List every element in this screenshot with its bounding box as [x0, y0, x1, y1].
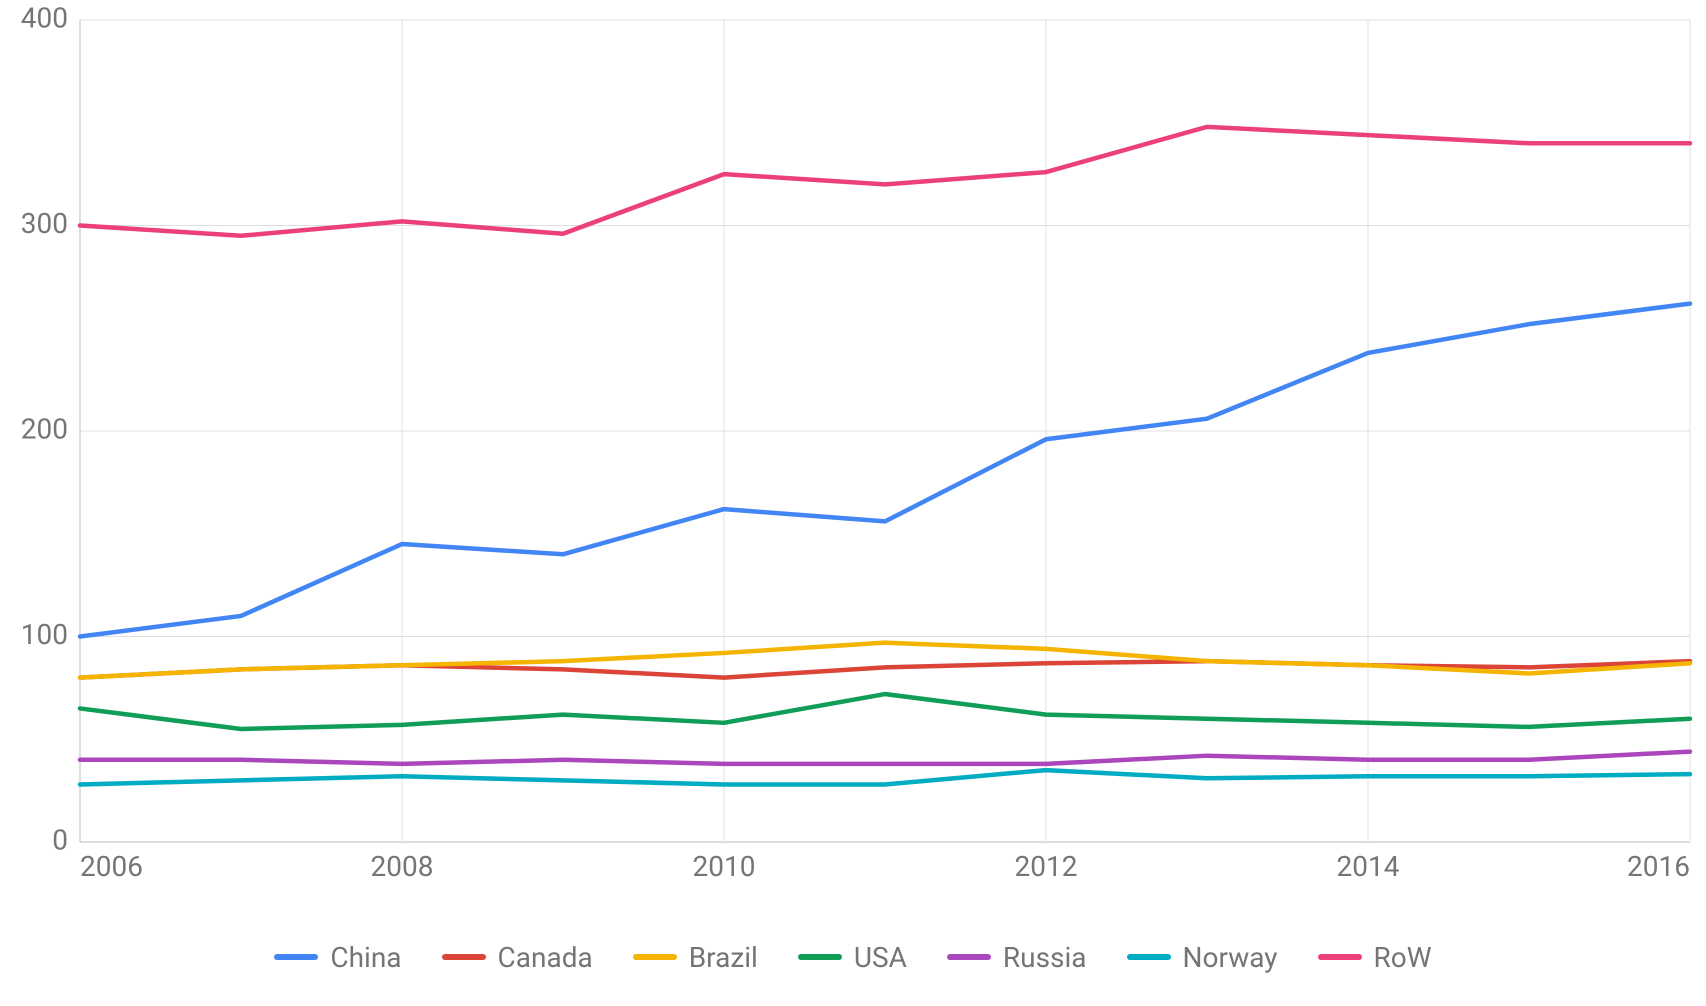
series-line-usa [80, 694, 1690, 729]
legend-item-norway[interactable]: Norway [1127, 908, 1278, 1006]
legend-label: China [330, 941, 401, 974]
legend-swatch-icon [1318, 954, 1362, 960]
legend-label: RoW [1374, 941, 1432, 974]
x-axis-label: 2014 [1337, 850, 1400, 883]
legend-item-china[interactable]: China [274, 908, 401, 1006]
x-axis-label: 2012 [1015, 850, 1078, 883]
legend-swatch-icon [442, 954, 486, 960]
x-axis-label: 2016 [1627, 850, 1690, 883]
series-line-russia [80, 752, 1690, 764]
legend-label: Brazil [689, 941, 758, 974]
series-line-brazil [80, 643, 1690, 678]
y-axis-label: 400 [21, 1, 68, 34]
legend-item-russia[interactable]: Russia [947, 908, 1087, 1006]
legend-label: USA [854, 941, 907, 974]
line-chart: 0 100 200 300 400 2006 2008 2010 2012 2014 2016 Chi… [0, 0, 1706, 1002]
legend-swatch-icon [633, 954, 677, 960]
legend-swatch-icon [274, 954, 318, 960]
chart-svg: 0 100 200 300 400 2006 2008 2010 2012 2014 2016 [0, 0, 1706, 892]
x-axis-label: 2006 [80, 850, 143, 883]
legend-swatch-icon [1127, 954, 1171, 960]
y-axis-label: 300 [21, 207, 68, 240]
legend-label: Russia [1003, 941, 1087, 974]
x-axis-label: 2010 [693, 850, 756, 883]
y-axis-label: 0 [52, 823, 68, 856]
legend: China Canada Brazil USA Russia Norway RoW [0, 896, 1706, 1006]
legend-item-brazil[interactable]: Brazil [633, 908, 758, 1006]
legend-swatch-icon [798, 954, 842, 960]
legend-swatch-icon [947, 954, 991, 960]
legend-item-usa[interactable]: USA [798, 908, 907, 1006]
y-axis-label: 100 [21, 618, 68, 651]
x-axis-label: 2008 [371, 850, 434, 883]
legend-label: Canada [498, 941, 593, 974]
series-line-china [80, 304, 1690, 637]
series-line-norway [80, 770, 1690, 784]
legend-item-row[interactable]: RoW [1318, 908, 1432, 1006]
legend-item-canada[interactable]: Canada [442, 908, 593, 1006]
legend-label: Norway [1183, 941, 1278, 974]
y-axis-label: 200 [21, 412, 68, 445]
series-line-row [80, 127, 1690, 236]
